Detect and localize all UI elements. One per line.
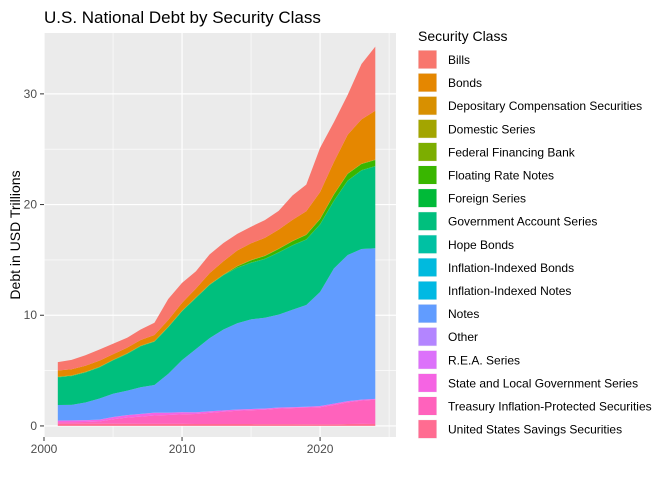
legend-title: Security Class xyxy=(418,28,507,44)
area-government-account-series xyxy=(57,166,376,406)
legend-swatch-inflation-indexed-bonds xyxy=(418,258,437,277)
legend-label-foreign-series: Foreign Series xyxy=(448,192,526,206)
legend-swatch-state-and-local-government-series xyxy=(418,373,437,392)
legend-label-domestic-series: Domestic Series xyxy=(448,122,535,136)
legend-swatch-united-states-savings-securities xyxy=(418,420,437,439)
legend-label-inflation-indexed-bonds: Inflation-Indexed Bonds xyxy=(448,261,574,275)
legend-swatch-floating-rate-notes xyxy=(418,166,437,184)
legend: Bills Bonds Depositary Compensation Securi… xyxy=(418,50,652,439)
legend-swatch-bonds xyxy=(418,73,437,92)
x-tick-label: 2000 xyxy=(31,442,58,456)
legend-label-hope-bonds: Hope Bonds xyxy=(448,238,514,252)
legend-swatch-depositary-compensation-securities xyxy=(418,96,437,115)
area-state-and-local-government-series xyxy=(57,398,376,423)
legend-label-bills: Bills xyxy=(448,53,470,67)
legend-swatch-inflation-indexed-notes xyxy=(418,281,437,300)
legend-label-bonds: Bonds xyxy=(448,76,482,90)
area-treasury-inflation-protected-securities xyxy=(57,399,376,425)
legend-label-depositary-compensation-securities: Depositary Compensation Securities xyxy=(448,99,642,113)
y-axis-title: Debt in USD Trillions xyxy=(7,170,23,299)
legend-swatch-treasury-inflation-protected-securities xyxy=(418,397,437,415)
y-tick-label: 20 xyxy=(24,198,38,212)
y-tick-label: 30 xyxy=(24,87,38,101)
legend-swatch-notes xyxy=(418,304,437,323)
legend-label-notes: Notes xyxy=(448,307,479,321)
legend-swatch-bills xyxy=(418,50,437,69)
area-floating-rate-notes xyxy=(57,159,376,378)
legend-label-floating-rate-notes: Floating Rate Notes xyxy=(448,169,554,183)
legend-label-state-and-local-government-series: State and Local Government Series xyxy=(448,376,638,390)
legend-swatch-foreign-series xyxy=(418,189,437,208)
legend-swatch-government-account-series xyxy=(418,212,437,231)
area-notes xyxy=(57,248,376,421)
legend-label-inflation-indexed-notes: Inflation-Indexed Notes xyxy=(448,284,571,298)
legend-swatch-other xyxy=(418,327,437,346)
legend-label-united-states-savings-securities: United States Savings Securities xyxy=(448,423,622,437)
legend-swatch-federal-financing-bank xyxy=(418,142,437,161)
legend-label-government-account-series: Government Account Series xyxy=(448,215,597,229)
legend-label-other: Other xyxy=(448,330,478,344)
legend-label-treasury-inflation-protected-securities: Treasury Inflation-Protected Securities xyxy=(448,400,652,414)
legend-swatch-domestic-series xyxy=(418,119,437,138)
y-axis: 0 10 20 30 xyxy=(24,87,44,433)
x-axis: 2000 2010 2020 xyxy=(31,437,334,456)
x-tick-label: 2020 xyxy=(307,442,334,456)
y-tick-label: 0 xyxy=(30,419,37,433)
x-tick-label: 2010 xyxy=(169,442,196,456)
legend-swatch-r-e-a-series xyxy=(418,350,437,369)
y-tick-label: 10 xyxy=(24,308,38,322)
area-united-states-savings-securities xyxy=(57,423,376,426)
legend-label-federal-financing-bank: Federal Financing Bank xyxy=(448,145,576,159)
legend-swatch-hope-bonds xyxy=(418,235,437,254)
legend-label-r-e-a-series: R.E.A. Series xyxy=(448,353,520,367)
chart-title: U.S. National Debt by Security Class xyxy=(44,8,321,27)
stacked-areas xyxy=(57,46,376,426)
